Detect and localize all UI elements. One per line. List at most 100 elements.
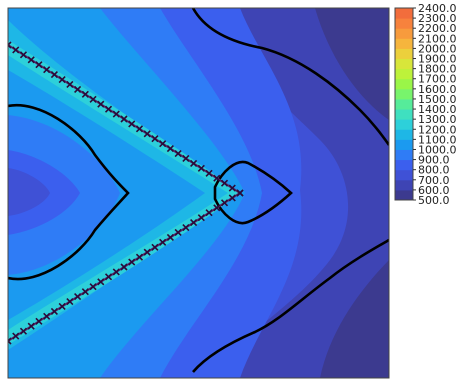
ridge-marker (228, 184, 236, 192)
ridge-marker (104, 105, 113, 113)
ridge-marker (43, 312, 51, 320)
colorbar-tick-label: 2000.0 (418, 42, 457, 55)
ridge-marker (74, 293, 82, 301)
colorbar-swatch (395, 129, 413, 140)
colorbar-tick-label: 1700.0 (418, 73, 457, 86)
colorbar: 2400.02300.02200.02100.02000.01900.01800… (394, 2, 457, 207)
ridge-marker (8, 41, 12, 49)
colorbar-swatch (395, 109, 413, 120)
contour-band-1100-1200 (8, 20, 238, 350)
ridge-marker (97, 278, 105, 286)
ridge-marker (135, 125, 144, 133)
colorbar-tick-label: 900.0 (418, 154, 450, 167)
ridge-marker (166, 145, 174, 153)
ridge-marker (58, 75, 66, 84)
ridge-marker (104, 273, 113, 281)
colorbar-swatch (395, 78, 413, 90)
colorbar-tick-label: 1900.0 (418, 53, 457, 66)
ridge-marker (89, 283, 97, 291)
colorbar-tick-label: 2200.0 (418, 22, 457, 35)
ridge-marker (66, 80, 74, 89)
ridge-marker (50, 307, 58, 315)
ridge-marker (151, 135, 159, 143)
ridge-marker (205, 209, 213, 217)
contour-line-left-lobe (8, 103, 130, 281)
colorbar-swatch (395, 38, 413, 49)
colorbar-swatch (395, 169, 413, 181)
colorbar-swatch (395, 119, 413, 130)
contour-line-top-right (191, 8, 389, 146)
contour-band-500-600-top-right (315, 8, 389, 120)
ridge-marker (182, 223, 190, 232)
ridge-marker (228, 194, 236, 202)
ridge-marker (159, 140, 167, 148)
colorbar-tick-label: 600.0 (418, 184, 450, 197)
colorbar-tick-label: 700.0 (418, 174, 450, 187)
ridge-marker (66, 297, 74, 306)
colorbar-swatch (395, 159, 413, 171)
contour-band-600-700-right (195, 8, 389, 378)
ridge-marker (135, 253, 144, 261)
colorbar-tick-label: 1600.0 (418, 83, 457, 96)
colorbar-tick-label: 1300.0 (418, 113, 457, 126)
colorbar-swatch (395, 28, 413, 39)
ridge-marker (143, 248, 151, 256)
ridge-marker (182, 154, 190, 163)
plot-area (8, 8, 389, 378)
colorbar-tick-label: 1000.0 (418, 143, 457, 156)
colorbar-tick-label: 500.0 (418, 194, 450, 207)
colorbar-swatch (395, 48, 413, 60)
colorbar-tick-label: 1100.0 (418, 133, 457, 146)
colorbar-swatch (395, 149, 413, 161)
ridge-marker (112, 268, 120, 276)
ridge-marker (12, 332, 20, 340)
ridge-marker (19, 327, 28, 335)
ridge-marker (27, 322, 35, 330)
colorbar-tick-label: 1800.0 (418, 63, 457, 76)
ridge-marker (213, 204, 221, 212)
ridge-marker (35, 61, 43, 69)
ridge-marker (205, 169, 213, 177)
colorbar-swatch (395, 58, 413, 70)
ridge-marker (151, 243, 159, 251)
ridge-marker (43, 66, 51, 74)
ridge-marker (197, 214, 205, 222)
colorbar-swatch (395, 179, 413, 191)
ridge-marker (190, 159, 198, 167)
ridge-marker (58, 302, 66, 311)
ridge-marker (12, 46, 20, 54)
ridge-marker (27, 56, 35, 64)
contour-line-tip-diamond (213, 160, 293, 225)
colorbar-tick-label: 2100.0 (418, 32, 457, 45)
contour-line-bottom-right (192, 238, 389, 373)
ridge-marker (166, 233, 174, 241)
colorbar-swatch (395, 68, 413, 80)
colorbar-tick-label: 800.0 (418, 164, 450, 177)
ridge-marker (97, 100, 105, 108)
ridge-marker (128, 258, 136, 266)
colorbar-tick-label: 1400.0 (418, 103, 457, 116)
ridge-marker (220, 179, 229, 187)
colorbar-swatch (395, 8, 413, 19)
ridge-marker (50, 71, 58, 79)
colorbar-swatch (395, 139, 413, 150)
ridge-marker (120, 115, 128, 123)
ridge-marker (8, 337, 12, 345)
ridge-marker (74, 85, 82, 93)
ridge-marker (159, 238, 167, 246)
colorbar-swatch (395, 18, 413, 29)
colorbar-frame (394, 7, 414, 201)
colorbar-tick-label: 2400.0 (418, 2, 457, 15)
contour-band-inner-v-700-800 (8, 168, 50, 216)
ridge-marker (143, 130, 151, 138)
ridge-marker (174, 149, 182, 158)
ridge-marker (120, 263, 128, 271)
ridge-marker (197, 164, 205, 172)
ridge-marker (174, 228, 182, 237)
ridge-marker (128, 120, 136, 128)
ridge-marker (81, 90, 89, 98)
colorbar-swatch (395, 88, 413, 100)
colorbar-swatch (395, 189, 413, 201)
colorbar-swatch (395, 98, 413, 110)
